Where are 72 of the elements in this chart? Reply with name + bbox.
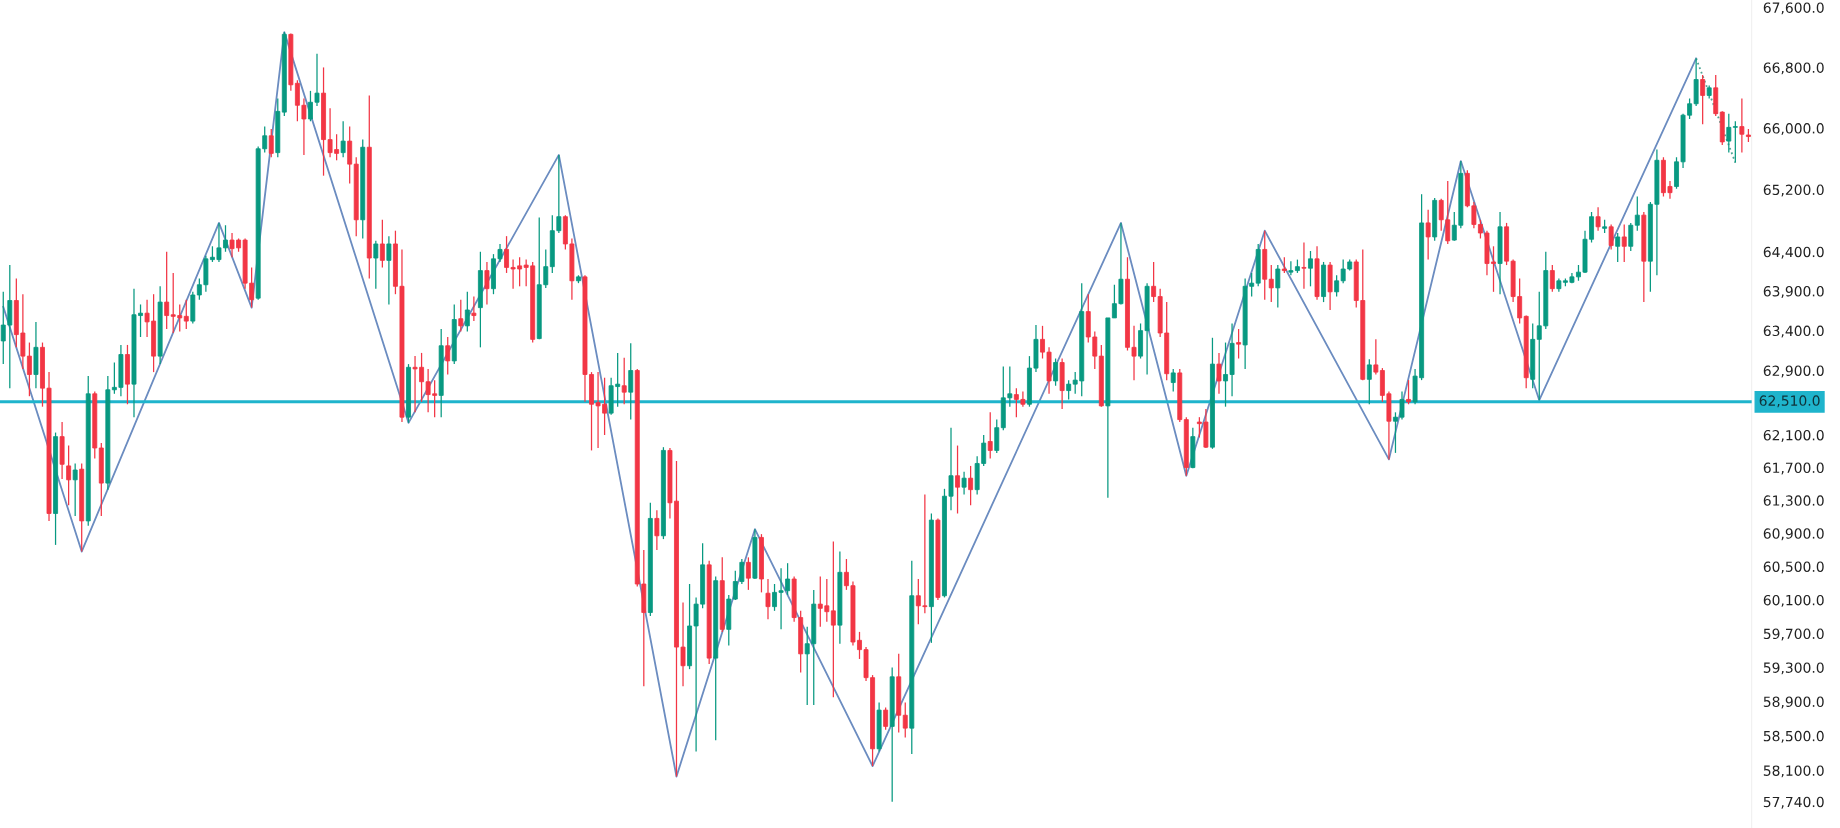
candlestick — [464, 291, 470, 333]
candlestick — [830, 540, 836, 698]
candlestick — [987, 411, 993, 460]
candlestick — [628, 342, 634, 421]
ref-line-label: 62,510.0 — [1759, 395, 1820, 408]
candlestick — [1732, 120, 1738, 164]
candlestick — [379, 219, 385, 269]
candlestick — [1366, 358, 1372, 405]
candlestick — [484, 261, 490, 306]
y-tick-label: 59,300.0 — [1763, 662, 1824, 675]
candlestick — [1700, 74, 1706, 125]
y-tick-label: 58,100.0 — [1763, 765, 1824, 778]
y-tick-label: 66,000.0 — [1763, 123, 1824, 136]
y-tick-label: 60,500.0 — [1763, 561, 1824, 574]
y-tick-label: 57,740.0 — [1763, 796, 1824, 809]
y-tick-label: 59,700.0 — [1763, 628, 1824, 641]
y-tick-label: 58,900.0 — [1763, 696, 1824, 709]
candlestick — [471, 295, 477, 322]
y-tick-label: 58,500.0 — [1763, 730, 1824, 743]
line-series — [2, 31, 1698, 778]
candlestick — [621, 357, 627, 405]
y-tick-label: 66,800.0 — [1763, 62, 1824, 75]
candlestick — [164, 251, 170, 330]
candlestick — [961, 471, 967, 496]
candlestick — [340, 120, 346, 158]
candlestick — [1268, 264, 1274, 303]
candlestick — [955, 444, 960, 515]
candlestick — [347, 125, 353, 185]
candlestick — [902, 701, 908, 739]
candlestick — [883, 706, 889, 731]
y-tick-label: 62,900.0 — [1763, 365, 1824, 378]
candlestick — [1216, 352, 1222, 395]
y-tick-label: 60,100.0 — [1763, 594, 1824, 607]
candlestick — [1628, 222, 1634, 252]
candlestick — [1549, 264, 1555, 293]
y-tick-label: 61,300.0 — [1763, 495, 1824, 508]
candlestick — [1425, 209, 1431, 261]
candlestick — [994, 418, 1000, 454]
y-tick-label: 61,700.0 — [1763, 462, 1824, 475]
candlestick — [1236, 328, 1242, 360]
y-tick-label: 64,400.0 — [1763, 246, 1824, 259]
candlestick — [386, 235, 392, 306]
y-tick-label: 67,600.0 — [1763, 2, 1824, 15]
candlestick — [1608, 223, 1614, 251]
candlestick — [654, 509, 660, 551]
candlestick — [1615, 232, 1621, 263]
candlestick — [765, 578, 771, 620]
y-tick-label: 60,900.0 — [1763, 528, 1824, 541]
candlestick — [1053, 357, 1059, 387]
candlestick — [373, 240, 379, 290]
candlestick — [1406, 379, 1411, 405]
candlestick — [1726, 113, 1732, 154]
y-tick-label: 62,100.0 — [1763, 429, 1824, 442]
y-tick-label: 63,400.0 — [1763, 325, 1824, 338]
candlestick — [968, 465, 974, 506]
candlestick — [1301, 241, 1307, 290]
candlestick — [72, 462, 78, 517]
candlestick — [1595, 206, 1601, 232]
candlestick — [458, 299, 464, 333]
candlestick — [1621, 223, 1627, 263]
candlestick — [745, 556, 751, 591]
candlestick — [268, 128, 274, 158]
candlestick — [445, 336, 451, 376]
y-tick-label: 65,200.0 — [1763, 184, 1824, 197]
candlestick — [66, 444, 72, 506]
candlestick — [1170, 368, 1176, 393]
y-tick-label: 63,900.0 — [1763, 286, 1824, 298]
candlestick — [1308, 250, 1313, 287]
candlestick — [1066, 379, 1072, 401]
candlestick — [1634, 195, 1640, 232]
candlestick — [1275, 264, 1281, 309]
candlestick — [183, 299, 189, 330]
